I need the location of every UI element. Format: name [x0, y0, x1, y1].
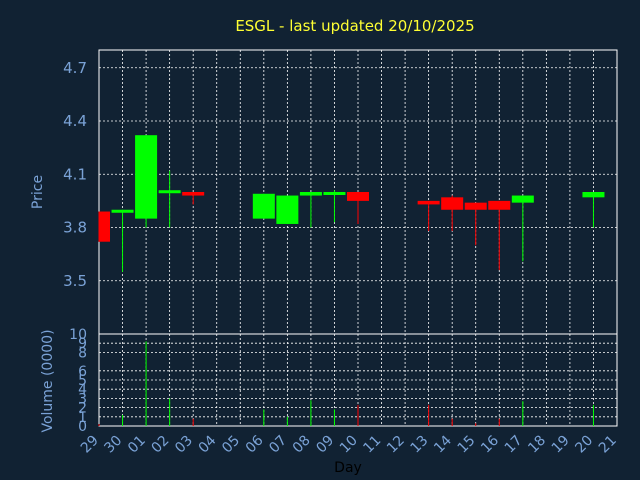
- x-tick-label: 29: [78, 433, 102, 457]
- volume-tick-label: 6: [78, 364, 87, 380]
- x-tick-label: 10: [337, 433, 361, 457]
- candle-body: [111, 209, 134, 213]
- candle-body: [582, 192, 605, 198]
- candle-body: [511, 195, 534, 203]
- price-tick-label: 4.1: [63, 165, 87, 183]
- volume-tick-label: 3: [78, 391, 87, 407]
- price-y-ticks: 3.5 3.8 4.1 4.4 4.7: [63, 59, 87, 290]
- price-tick-label: 3.5: [63, 272, 87, 290]
- candle-body: [99, 211, 110, 242]
- volume-bars: [98, 341, 594, 426]
- candle-body: [135, 135, 158, 219]
- candle-body: [299, 192, 322, 196]
- x-tick-label: 15: [455, 433, 479, 457]
- candle-body: [276, 195, 299, 224]
- volume-tick-label: 4: [78, 382, 87, 398]
- x-tick-label: 20: [572, 433, 596, 457]
- candle-body: [417, 200, 440, 205]
- x-tick-label: 17: [502, 433, 526, 457]
- x-tick-label: 04: [196, 432, 220, 456]
- chart-title: ESGL - last updated 20/10/2025: [235, 17, 474, 35]
- x-tick-label: 19: [549, 433, 573, 457]
- candle-body: [441, 197, 464, 210]
- x-tick-label: 11: [360, 433, 384, 457]
- x-tick-label: 01: [125, 433, 149, 457]
- price-tick-label: 4.7: [63, 59, 87, 77]
- price-tick-label: 3.8: [63, 219, 87, 237]
- candle-body: [464, 202, 487, 210]
- volume-tick-label: 5: [78, 373, 87, 389]
- volume-tick-label: 1: [78, 410, 87, 426]
- x-tick-label: 21: [596, 433, 620, 457]
- x-tick-label: 03: [172, 433, 196, 457]
- volume-axis-label: Volume (0000): [40, 329, 56, 432]
- x-tick-label: 16: [478, 432, 502, 456]
- x-tick-label: 12: [384, 433, 408, 457]
- price-panel: 3.5 3.8 4.1 4.4 4.7: [63, 49, 618, 335]
- candle-body: [252, 193, 275, 219]
- volume-tick-label: 8: [78, 345, 87, 361]
- price-tick-label: 4.4: [63, 112, 87, 130]
- volume-tick-label: 10: [69, 327, 87, 343]
- x-tick-label: 14: [431, 432, 455, 456]
- x-axis-ticks: 29 30 01 02 03 04 05 06 07 08 09 10 11 12 13 14 15 16 17 18…: [78, 432, 620, 456]
- x-tick-label: 08: [290, 433, 314, 457]
- x-tick-label: 30: [101, 433, 125, 457]
- volume-tick-label: 0: [78, 419, 87, 435]
- x-tick-label: 18: [525, 433, 549, 457]
- candle-body: [323, 192, 346, 195]
- volume-tick-label: 2: [78, 401, 87, 417]
- candle-body: [347, 192, 369, 201]
- x-tick-label: 09: [313, 433, 337, 457]
- candle-body: [182, 192, 205, 196]
- candle-body: [158, 190, 181, 194]
- volume-tick-label: 9: [78, 336, 87, 352]
- price-axis-label: Price: [30, 175, 46, 209]
- candle-body: [488, 200, 511, 210]
- candles: [98, 135, 605, 272]
- x-tick-label: 06: [243, 432, 267, 456]
- x-tick-label: 07: [266, 433, 290, 457]
- x-tick-label: 13: [408, 433, 432, 457]
- x-tick-label: 02: [149, 433, 173, 457]
- x-tick-label: 05: [219, 433, 243, 457]
- x-axis-label: Day: [334, 460, 362, 476]
